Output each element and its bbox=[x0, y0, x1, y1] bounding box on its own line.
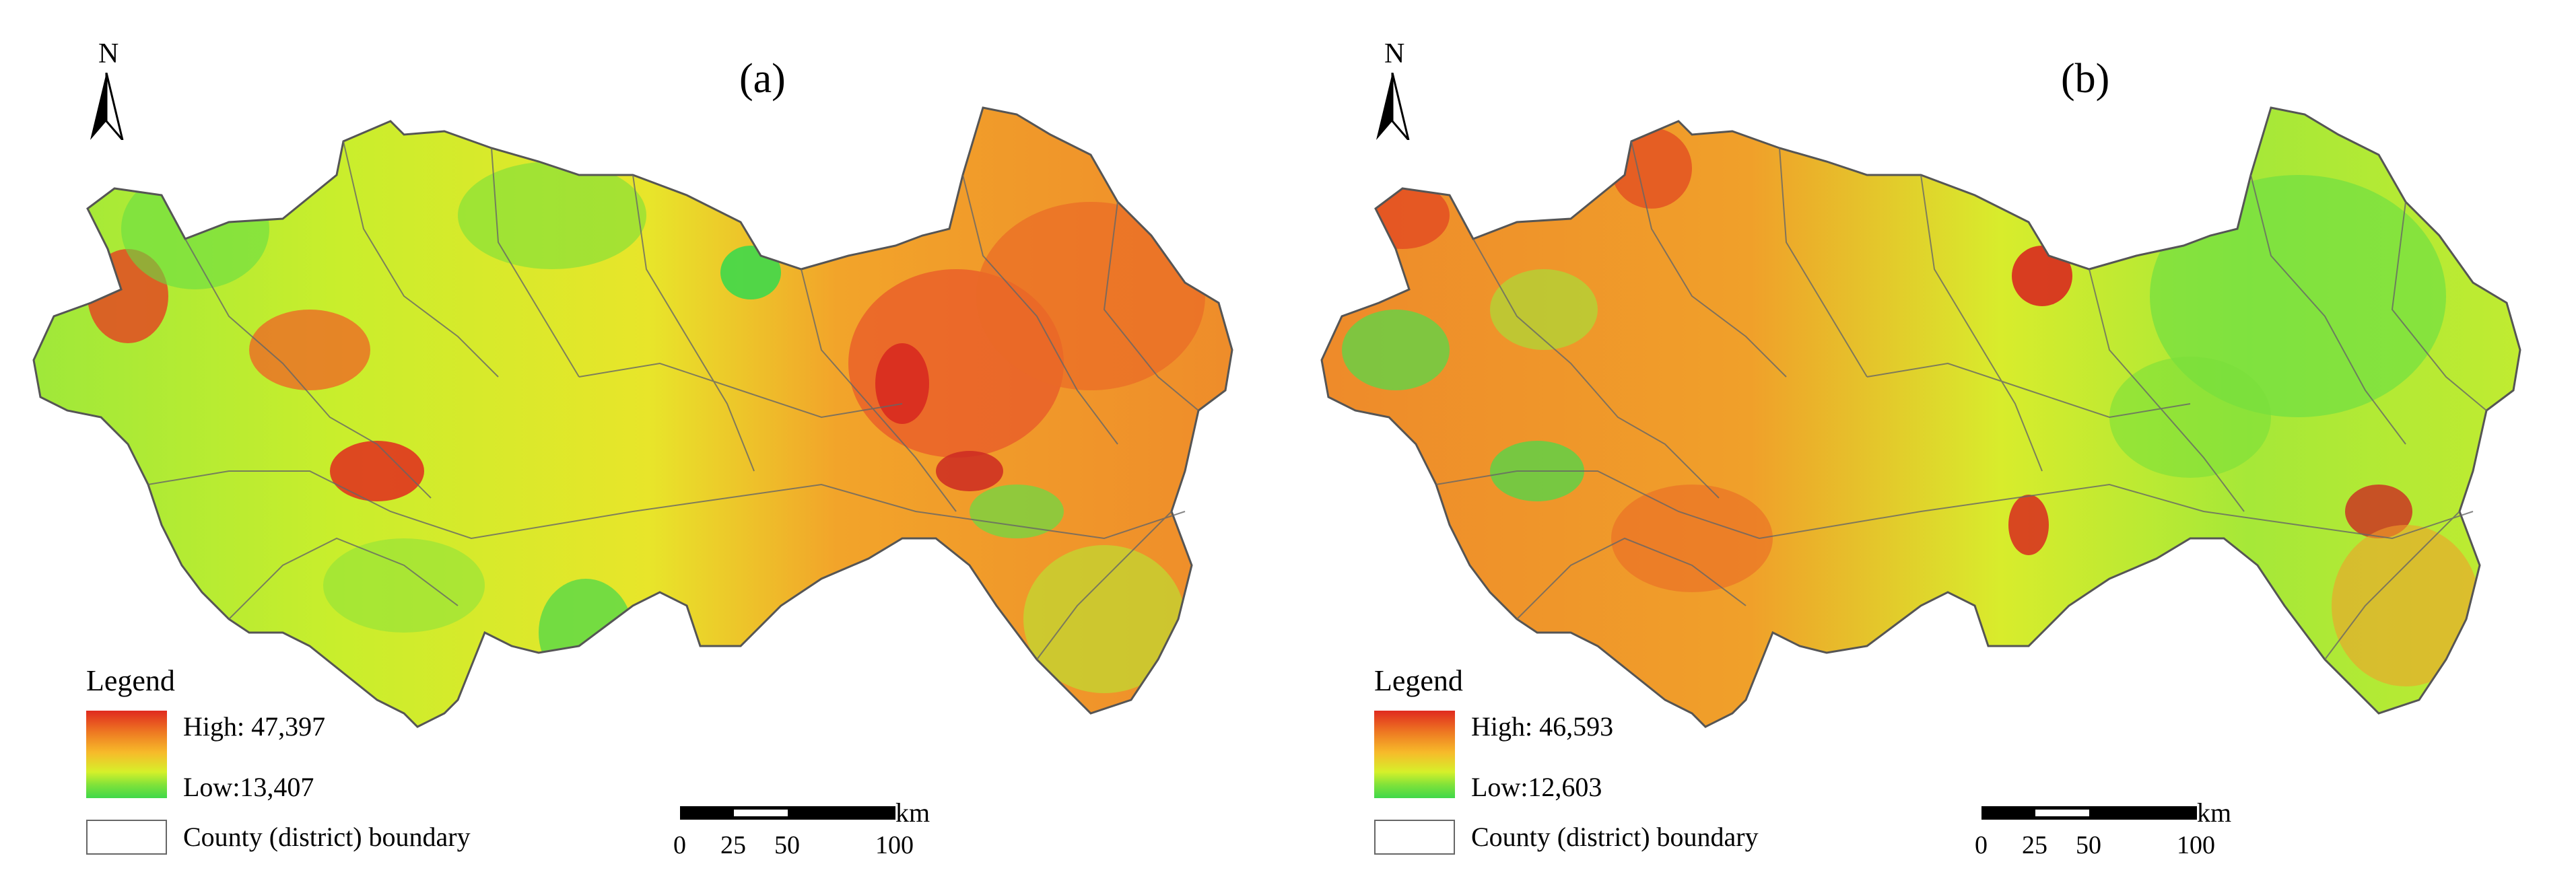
scale-tick: 25 bbox=[720, 831, 746, 859]
color-ramp bbox=[86, 711, 167, 798]
north-arrow: N bbox=[1368, 38, 1422, 145]
color-ramp bbox=[1374, 711, 1455, 798]
scale-bar: km 0 25 50 100 bbox=[1975, 797, 2237, 859]
north-letter: N bbox=[1384, 38, 1405, 69]
boundary-label: County (district) boundary bbox=[1471, 822, 1759, 852]
scale-ticks: 0 25 50 100 bbox=[673, 830, 963, 864]
scale-bar: km 0 25 50 100 bbox=[673, 797, 936, 859]
scale-tick: 50 bbox=[774, 831, 800, 859]
scale-tick: 0 bbox=[673, 831, 686, 859]
scale-tick: 50 bbox=[2076, 831, 2101, 859]
panel-label: (a) bbox=[739, 56, 786, 102]
boundary-swatch bbox=[1374, 820, 1455, 855]
scale-unit: km bbox=[2197, 797, 2232, 828]
north-arrow-icon bbox=[90, 73, 124, 140]
legend: Legend High: 47,397 Low:13,407 County (d… bbox=[86, 664, 598, 879]
legend: Legend High: 46,593 Low:12,603 County (d… bbox=[1374, 664, 1886, 879]
scale-tick: 100 bbox=[875, 831, 914, 859]
scale-tick: 25 bbox=[2022, 831, 2047, 859]
raster-map-b bbox=[1320, 106, 2521, 728]
scale-bar-graphic bbox=[680, 806, 895, 820]
legend-title: Legend bbox=[86, 664, 175, 697]
raster-map-a bbox=[32, 106, 1233, 728]
scale-tick: 100 bbox=[2177, 831, 2215, 859]
map-panel-a: (a) N bbox=[32, 38, 1233, 879]
legend-low: Low:12,603 bbox=[1471, 772, 1602, 802]
north-letter: N bbox=[98, 38, 119, 69]
scale-bar-graphic bbox=[1981, 806, 2197, 820]
legend-title: Legend bbox=[1374, 664, 1463, 697]
legend-high: High: 46,593 bbox=[1471, 711, 1614, 742]
scale-ticks: 0 25 50 100 bbox=[1975, 830, 2264, 864]
boundary-label: County (district) boundary bbox=[183, 822, 471, 852]
boundary-swatch bbox=[86, 820, 167, 855]
north-arrow: N bbox=[82, 38, 136, 145]
north-arrow-icon bbox=[1376, 73, 1410, 140]
legend-high: High: 47,397 bbox=[183, 711, 326, 742]
map-panel-b: (b) N bbox=[1288, 0, 2576, 891]
legend-low: Low:13,407 bbox=[183, 772, 314, 802]
scale-unit: km bbox=[895, 797, 930, 828]
scale-tick: 0 bbox=[1975, 831, 1988, 859]
panel-label: (b) bbox=[2061, 56, 2110, 102]
